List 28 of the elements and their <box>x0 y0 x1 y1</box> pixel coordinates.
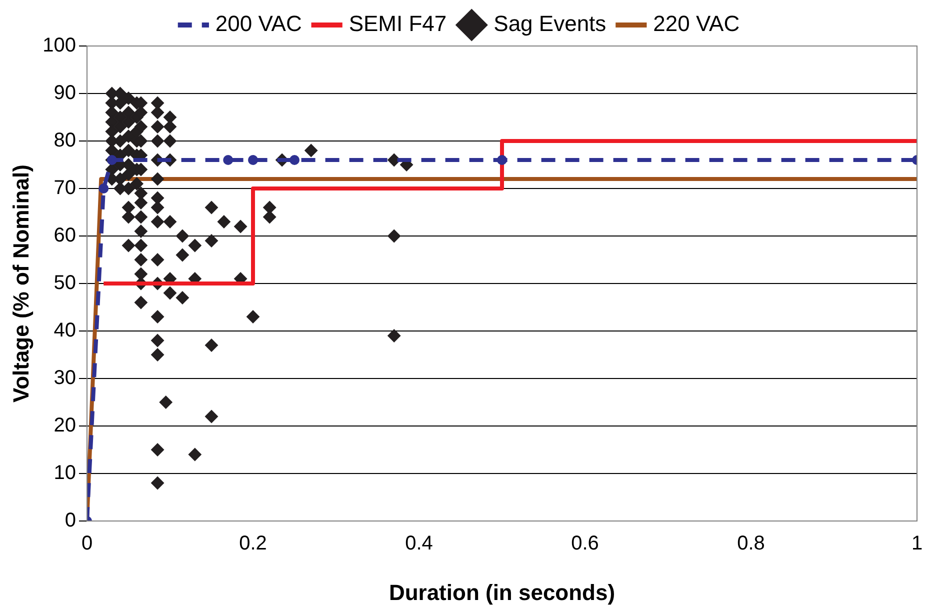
x-tick-label: 0 <box>81 532 93 555</box>
x-axis-title: Duration (in seconds) <box>388 580 616 605</box>
legend-label: Sag Events <box>494 11 606 36</box>
point <box>223 155 234 165</box>
point <box>497 155 507 165</box>
y-tick-label: 40 <box>54 320 76 342</box>
y-tick-label: 20 <box>54 414 76 437</box>
y-tick-label: 100 <box>42 34 76 57</box>
x-tick-label: 0.6 <box>571 532 599 555</box>
y-tick-label: 0 <box>64 510 76 532</box>
y-tick-label: 60 <box>54 224 76 247</box>
y-axis-title: Voltage (% of Nominal) <box>8 164 34 402</box>
x-tick-label: 0.4 <box>405 532 433 555</box>
x-tick-label: 0.8 <box>737 532 765 555</box>
y-tick-label: 50 <box>54 272 76 294</box>
point <box>98 184 109 194</box>
y-tick-label: 90 <box>54 82 76 104</box>
point <box>248 155 258 165</box>
point <box>290 155 300 165</box>
y-tick-label: 70 <box>54 177 76 200</box>
x-tick-label: 0.2 <box>239 532 267 555</box>
y-tick-label: 80 <box>54 130 76 152</box>
y-tick-label: 10 <box>54 462 76 484</box>
x-tick-label: 1 <box>911 532 923 555</box>
legend-label: 220 VAC <box>653 11 740 36</box>
y-tick-label: 30 <box>54 367 76 390</box>
legend-label: SEMI F47 <box>348 11 447 36</box>
legend-label: 200 VAC <box>215 11 302 36</box>
